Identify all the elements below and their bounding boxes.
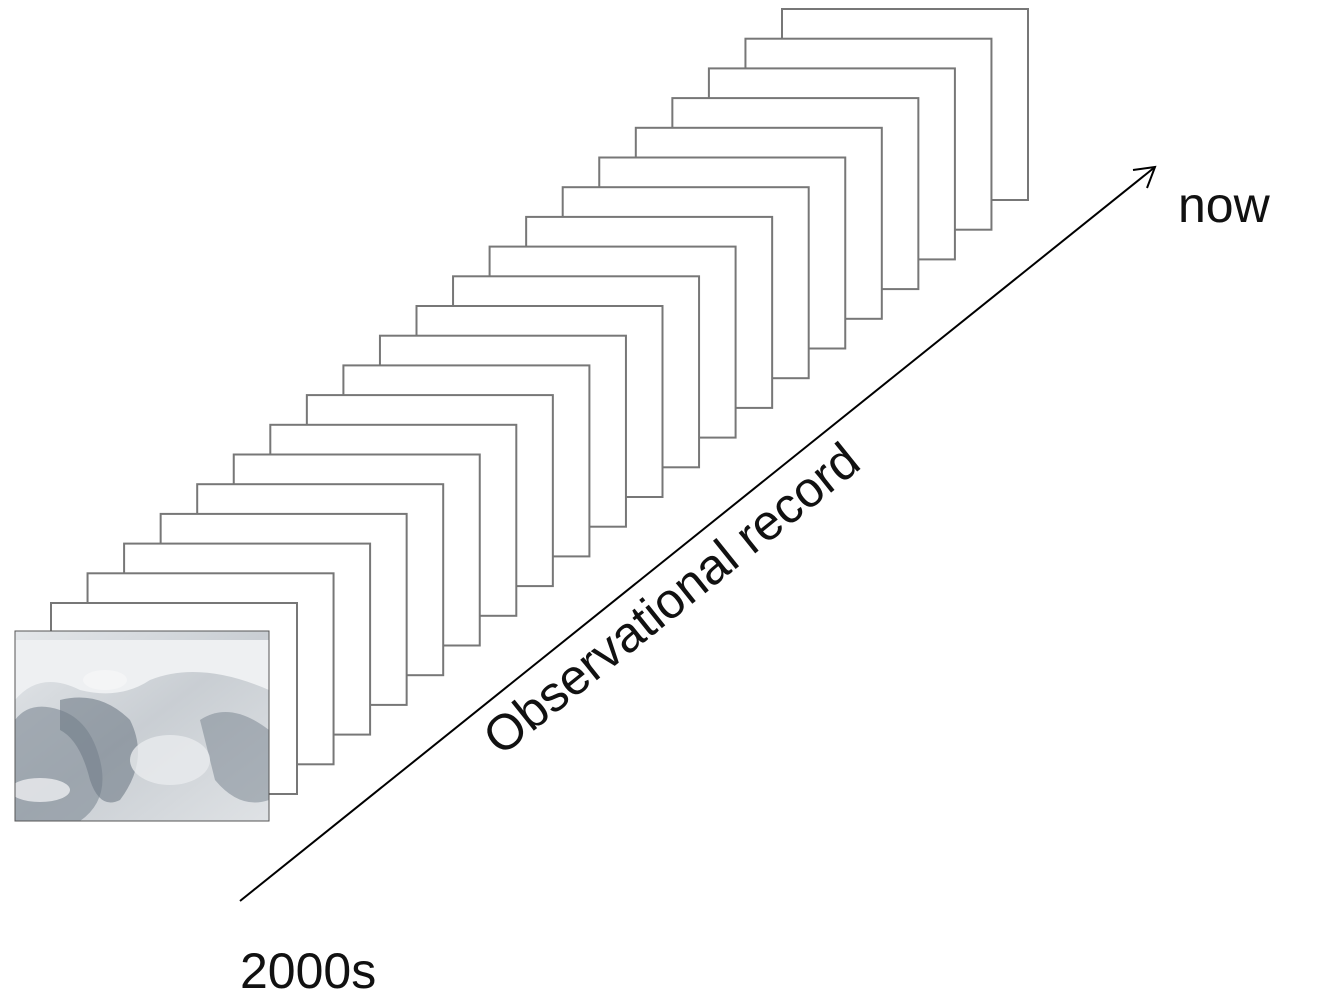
- start-label: 2000s: [240, 943, 376, 997]
- satellite-image: [10, 631, 269, 821]
- diagram: now 2000s Observational record: [0, 0, 1319, 997]
- end-label: now: [1178, 177, 1271, 233]
